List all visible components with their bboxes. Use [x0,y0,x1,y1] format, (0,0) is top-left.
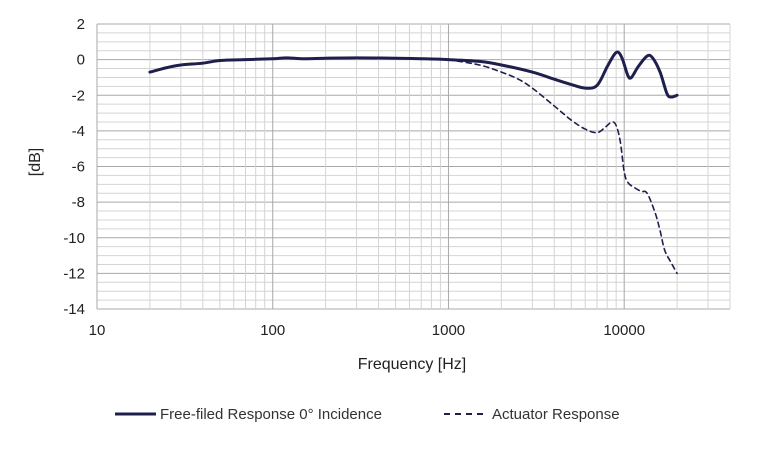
series-lines [148,50,679,275]
y-tick-label: -14 [63,301,85,318]
y-tick-label: -6 [72,159,85,176]
y-axis-label: [dB] [27,148,44,176]
series-line-actuator-response [447,58,678,275]
x-axis-label: Frequency [Hz] [358,356,466,373]
y-tick-label: -12 [63,265,85,282]
y-tick-label: -4 [72,123,85,140]
y-tick-label: 0 [77,52,85,69]
y-tick-label: 2 [77,16,85,33]
x-tick-label: 1000 [432,322,465,339]
y-tick-label: -2 [72,87,85,104]
y-tick-label: -10 [63,230,85,247]
legend-label-actuator: Actuator Response [492,406,620,423]
x-tick-label: 100 [260,322,285,339]
legend-label-free-field: Free-filed Response 0° Incidence [160,406,382,423]
series-line-free-field-response [148,50,679,99]
grid [96,23,731,310]
x-tick-label: 10000 [603,322,645,339]
x-tick-label: 10 [89,322,106,339]
y-tick-label: -8 [72,194,85,211]
legend: Free-filed Response 0° Incidence Actuato… [115,406,620,423]
